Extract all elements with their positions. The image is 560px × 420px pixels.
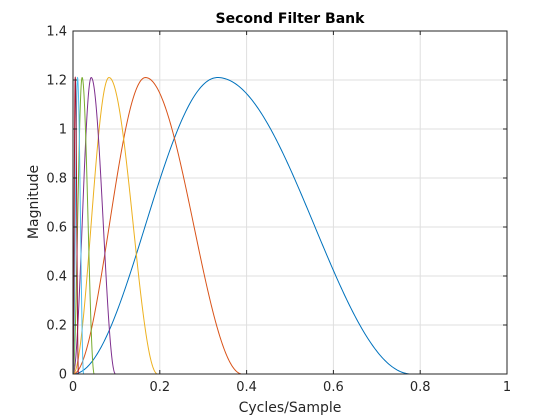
x-tick-label: 0.4 <box>236 380 257 395</box>
x-tick-label: 1 <box>503 380 511 395</box>
y-tick-label: 1 <box>59 123 67 138</box>
series-group <box>72 76 507 375</box>
series-line-6 <box>72 76 507 375</box>
axes-box <box>72 30 508 375</box>
y-tick-label: 0.6 <box>46 221 67 236</box>
y-tick-label: 1.4 <box>46 25 67 40</box>
tick-labels: 0 0.2 0.4 0.6 0.8 1 0 0.2 0.4 0.6 0.8 1 1.2 1.4 <box>46 25 511 396</box>
y-tick-label: 1.2 <box>46 74 67 89</box>
y-tick-label: 0.8 <box>46 172 67 187</box>
chart-title: Second Filter Bank <box>216 11 366 27</box>
x-axis-label: Cycles/Sample <box>239 400 342 416</box>
y-tick-label: 0 <box>59 368 67 383</box>
series-line-4 <box>72 77 507 375</box>
grid <box>73 31 507 374</box>
y-axis-label: Magnitude <box>26 165 42 239</box>
x-tick-label: 0.2 <box>149 380 170 395</box>
x-tick-label: 0 <box>69 380 77 395</box>
series-line-2 <box>72 77 507 375</box>
y-tick-label: 0.2 <box>46 319 67 334</box>
series-line-1 <box>72 77 507 375</box>
x-tick-label: 0.6 <box>323 380 344 395</box>
plot-area <box>73 31 507 374</box>
axes <box>72 30 508 375</box>
x-tick-label: 0.8 <box>410 380 431 395</box>
series-line-3 <box>72 77 507 375</box>
series-line-7 <box>72 76 507 375</box>
y-tick-label: 0.4 <box>46 270 67 285</box>
